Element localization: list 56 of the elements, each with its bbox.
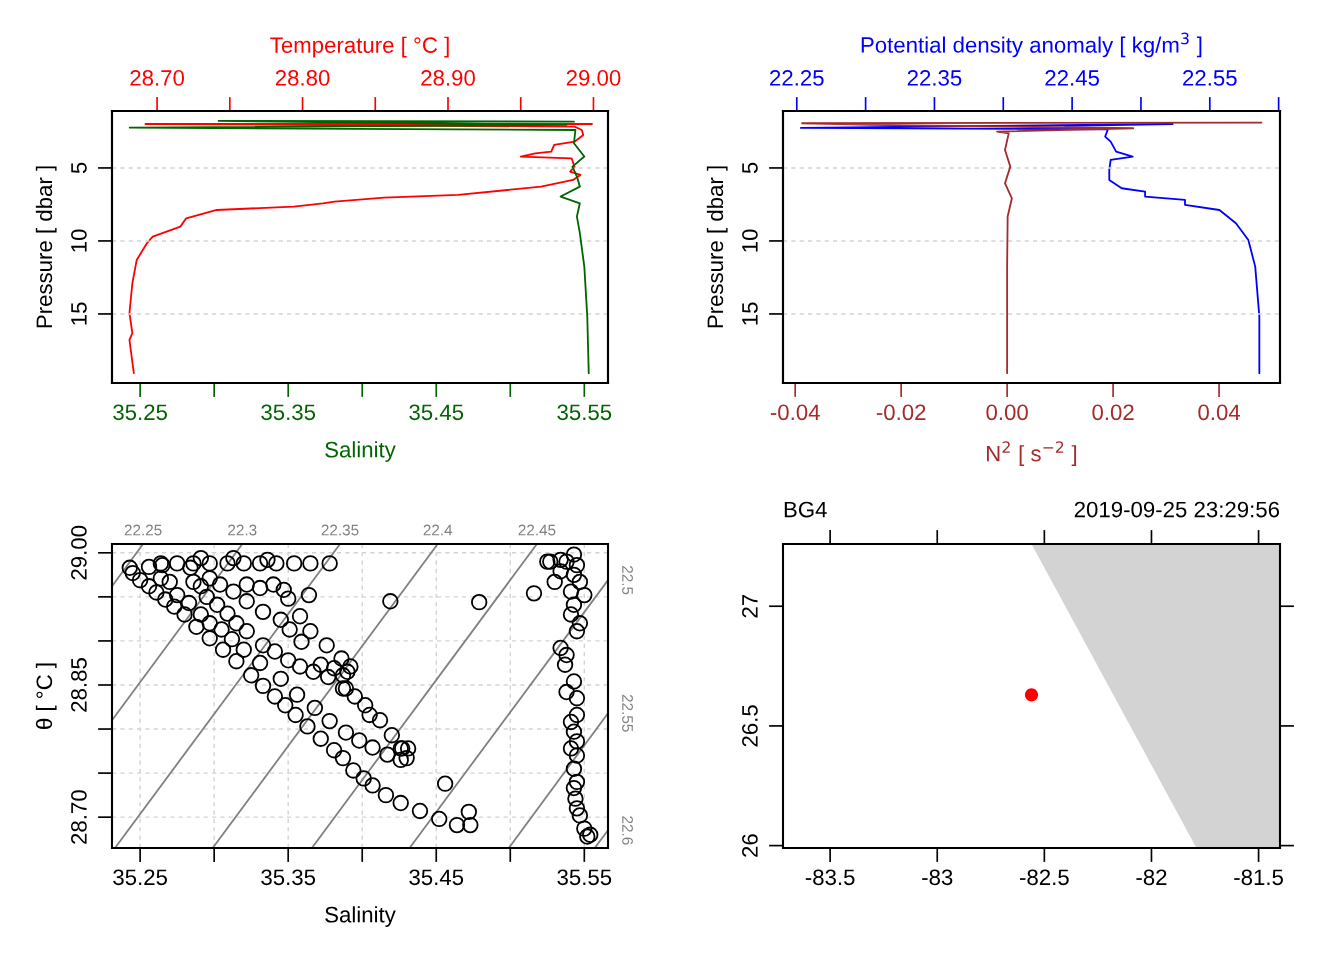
x-tick-label: -0.04 — [770, 404, 820, 421]
y-tick-label: 26 — [742, 834, 758, 857]
y-tick-label: 15 — [742, 302, 758, 325]
x-axis-title: N$^{2}$ [ s$^{−2}$ ] — [986, 441, 1077, 466]
series-label: 22.25 — [124, 524, 162, 536]
text: 22.6 — [622, 816, 633, 845]
x-tick-label: -81.5 — [1234, 869, 1283, 886]
x2-tick-label: 28.80 — [275, 70, 330, 86]
x-axis-title: Salinity — [325, 906, 396, 927]
x-tick-label: 35.35 — [261, 404, 316, 421]
series-label: 22.45 — [518, 524, 556, 536]
x-tick-label: -82 — [1136, 869, 1167, 886]
y-tick-label: 26.5 — [742, 705, 758, 747]
x2-tick-label: 22.55 — [1183, 70, 1237, 86]
y-axis-title: Pressure [ dbar ] — [35, 166, 57, 328]
x2-tick-label: 22.25 — [770, 70, 824, 86]
x-axis-title: Salinity — [325, 441, 396, 462]
series-label: 22.4 — [423, 524, 453, 536]
y-tick-label: 10 — [71, 229, 87, 252]
y-axis-title: θ [ °C ] — [35, 663, 57, 729]
y-tick-label: 27 — [742, 594, 758, 618]
y-tick-label: 5 — [742, 162, 758, 174]
y-tick-label: 28.70 — [71, 790, 87, 844]
y-tick-label: 28.85 — [71, 658, 87, 712]
y-tick-label: 29.00 — [71, 525, 87, 580]
x-tick-label: -0.02 — [876, 404, 926, 421]
y-tick-label: 15 — [71, 302, 87, 325]
x2-tick-label: 28.90 — [421, 70, 475, 86]
x-tick-label: 35.35 — [261, 869, 316, 886]
x-tick-label: 35.55 — [557, 404, 612, 421]
x-tick-label: 35.45 — [409, 869, 464, 886]
y-tick-label: 5 — [71, 162, 87, 174]
text: 22.55 — [622, 694, 633, 732]
x2-axis-title: Potential density anomaly [ kg/m$^{3}$ ] — [861, 32, 1202, 58]
x-tick-label: -82.5 — [1020, 869, 1069, 886]
x-tick-label: 35.45 — [409, 404, 464, 421]
x2-tick-label: 22.35 — [907, 70, 962, 86]
series-label: 22.35 — [321, 524, 359, 536]
x-tick-label: 35.55 — [557, 869, 612, 886]
x-tick-label: -83.5 — [805, 869, 855, 886]
text: 22.5 — [622, 566, 633, 595]
x-tick-label: 35.25 — [113, 404, 168, 421]
text: BG4 — [784, 501, 827, 518]
text: 2019-09-25 23:29:56 — [1074, 501, 1280, 518]
x2-tick-label: 28.70 — [130, 70, 185, 86]
x2-tick-label: 29.00 — [566, 70, 621, 86]
x-tick-label: 0.04 — [1198, 404, 1241, 421]
x-tick-label: -83 — [922, 869, 953, 886]
x-tick-label: 35.25 — [113, 869, 168, 886]
y-tick-label: 10 — [742, 229, 758, 252]
series-label: 22.3 — [228, 524, 257, 536]
x-tick-label: 0.00 — [986, 404, 1028, 421]
x2-tick-label: 22.45 — [1045, 70, 1099, 86]
x-tick-label: 0.02 — [1092, 404, 1134, 421]
x2-axis-title: Temperature [ °C ] — [270, 36, 449, 58]
y-axis-title: Pressure [ dbar ] — [706, 166, 728, 328]
